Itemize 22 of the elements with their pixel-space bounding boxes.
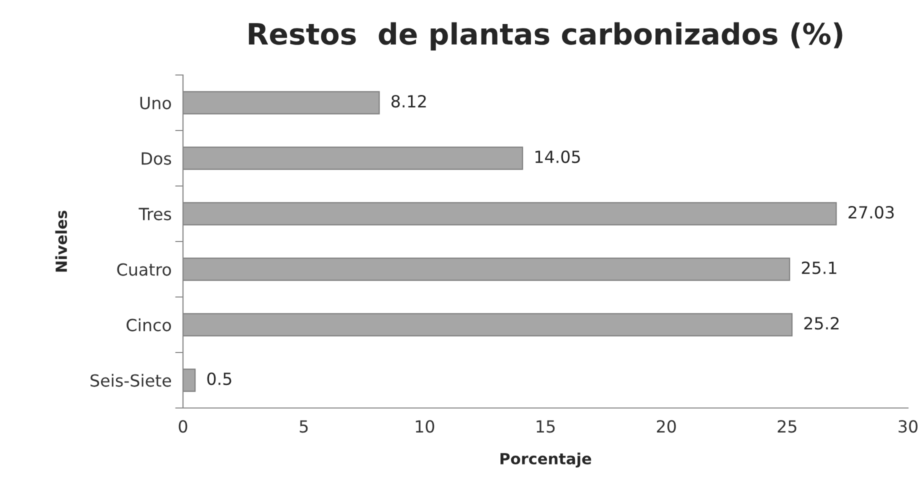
- data-label: 0.5: [207, 372, 232, 386]
- x-tick-label: 0: [178, 420, 188, 433]
- x-tick-label: 30: [898, 420, 918, 433]
- y-tick-label: Seis-Siete: [90, 374, 171, 387]
- x-tick-label: 5: [300, 420, 308, 433]
- y-tick-label: Cinco: [126, 318, 171, 332]
- data-label: 27.03: [848, 206, 894, 219]
- x-tick-label: 15: [536, 420, 555, 433]
- y-tick-label: Uno: [140, 96, 171, 110]
- y-tick-label: Cuatro: [117, 263, 171, 276]
- x-tick-label: 25: [778, 420, 796, 433]
- y-axis-title: Niveles: [55, 210, 68, 272]
- x-tick-label: 20: [656, 420, 676, 433]
- data-label: 25.1: [802, 261, 836, 274]
- x-tick-label: 10: [416, 420, 434, 433]
- data-label: 25.2: [804, 316, 839, 330]
- data-label: 14.05: [535, 150, 580, 164]
- y-tick-label: Tres: [138, 208, 172, 220]
- x-axis-title: Porcentaje: [500, 452, 592, 468]
- y-tick-label: Dos: [142, 152, 172, 165]
- data-label: 8.12: [391, 94, 426, 108]
- chart-title: Restos de plantas carbonizados (%): [248, 22, 842, 51]
